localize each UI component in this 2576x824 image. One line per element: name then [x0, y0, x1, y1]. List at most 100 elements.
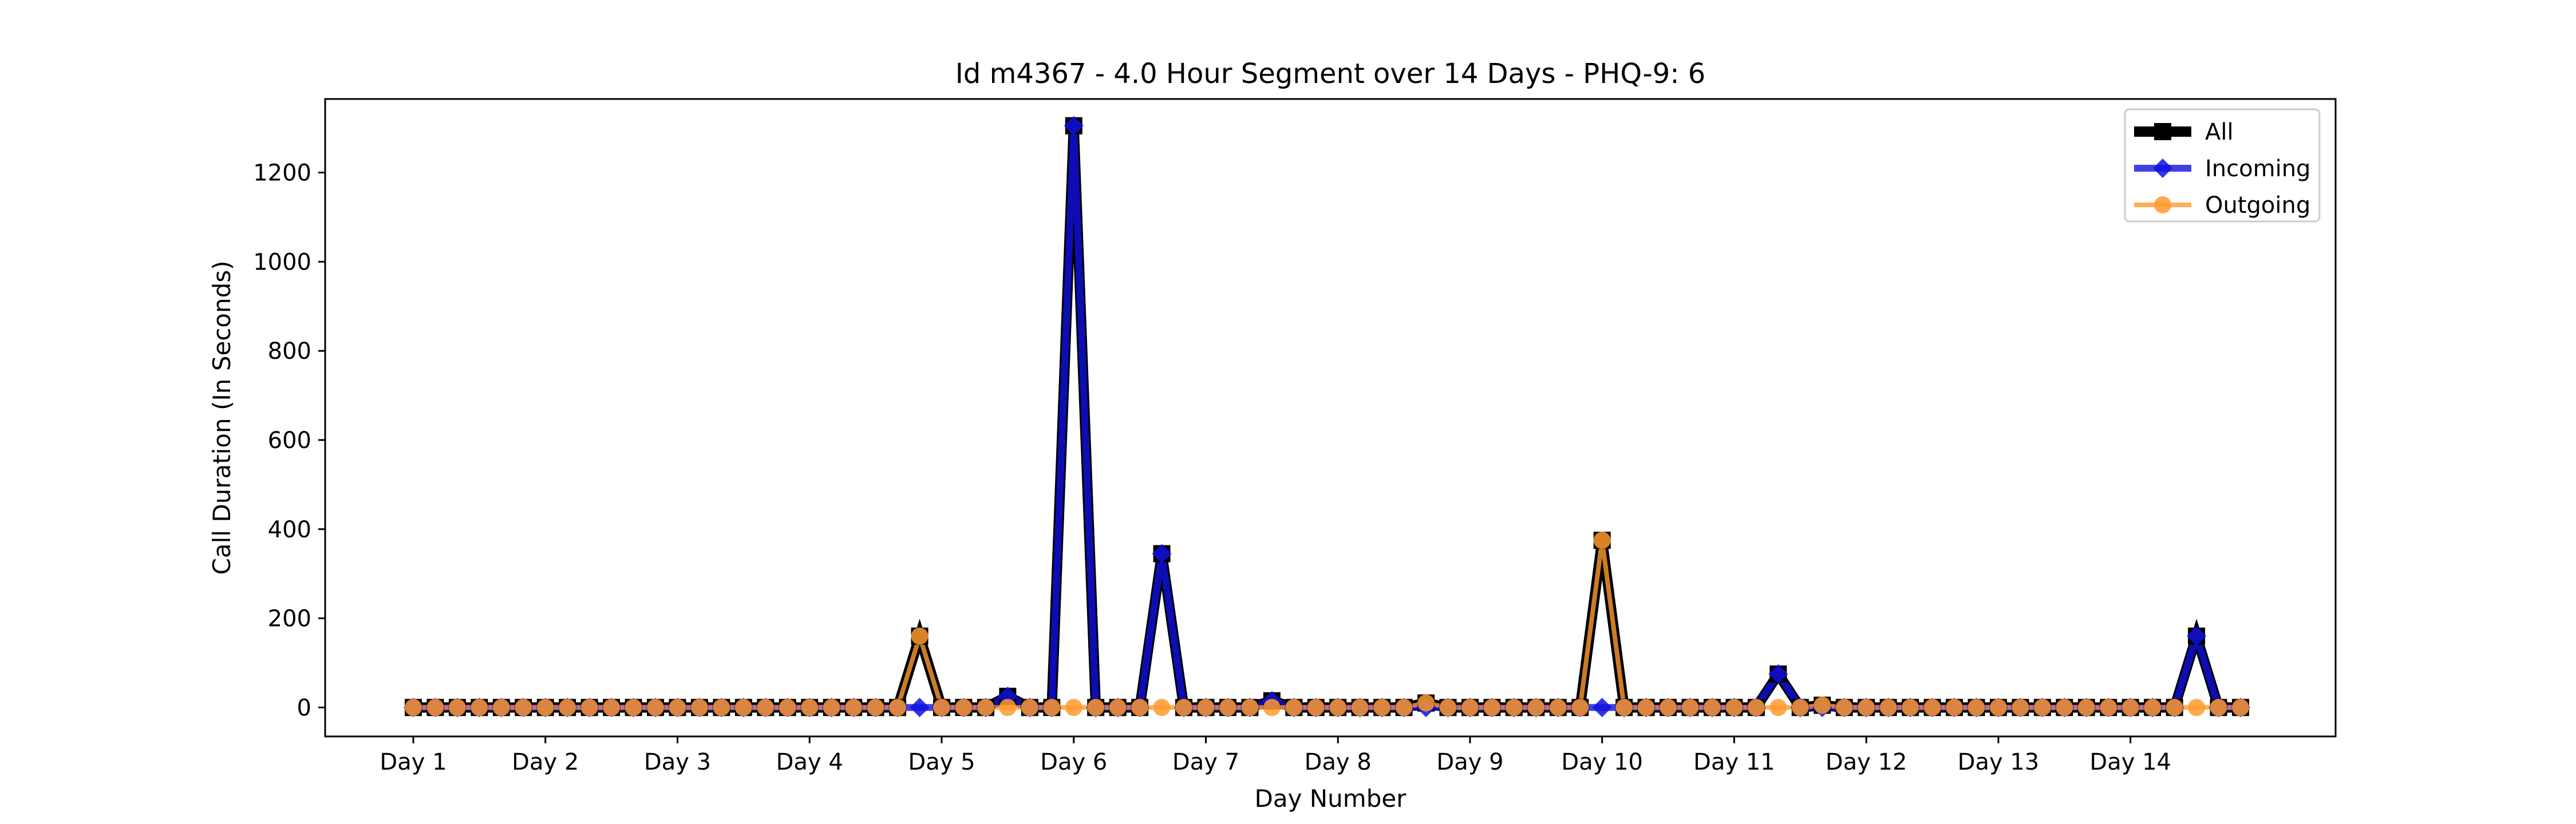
- data-point-outgoing: [1417, 694, 1435, 712]
- legend-label-all: All: [2205, 119, 2234, 145]
- data-point-outgoing: [2033, 699, 2051, 716]
- legend-box: [2124, 108, 2321, 223]
- data-point-outgoing: [559, 699, 576, 716]
- x-tick-label: Day 1: [380, 749, 447, 775]
- data-point-outgoing: [955, 699, 973, 716]
- y-tick-label: 400: [268, 517, 311, 543]
- data-point-outgoing: [2012, 699, 2029, 716]
- data-point-outgoing: [801, 699, 819, 716]
- x-axis: Day 1 Day 2 Day 3 Day 4 Day 5 Day 6 Day 7 Day 8…: [380, 736, 2171, 775]
- data-point-outgoing: [1923, 699, 1941, 716]
- data-point-outgoing: [515, 699, 532, 716]
- data-point-outgoing: [757, 699, 775, 716]
- x-tick-label: Day 9: [1436, 749, 1503, 775]
- legend: All Incoming Outgoing: [2124, 108, 2321, 223]
- data-point-outgoing: [1791, 699, 1809, 716]
- data-point-outgoing: [647, 699, 665, 716]
- data-point-outgoing: [823, 699, 840, 716]
- series-markers: [404, 116, 2250, 718]
- data-point-outgoing: [1021, 699, 1038, 716]
- legend-marker-outgoing: [2154, 196, 2171, 213]
- data-point-outgoing: [1527, 699, 1545, 716]
- data-point-outgoing: [2166, 699, 2183, 716]
- data-point-outgoing: [1681, 699, 1699, 716]
- data-point-outgoing: [1593, 532, 1611, 549]
- legend-marker-incoming: [2153, 159, 2172, 178]
- data-point-outgoing: [1814, 696, 1831, 714]
- data-point-outgoing: [2232, 699, 2249, 716]
- data-point-outgoing: [690, 699, 708, 716]
- data-point-outgoing: [1043, 699, 1061, 716]
- legend-marker-all: [2154, 123, 2171, 140]
- data-point-outgoing: [845, 699, 863, 716]
- data-point-outgoing: [1285, 699, 1303, 716]
- data-point-outgoing: [448, 699, 466, 716]
- data-point-outgoing: [1637, 699, 1655, 716]
- x-tick-label: Day 6: [1040, 749, 1107, 775]
- data-point-outgoing: [1483, 699, 1501, 716]
- data-point-outgoing: [2121, 699, 2139, 716]
- data-point-outgoing: [1175, 699, 1193, 716]
- y-tick-label: 1200: [253, 160, 311, 187]
- data-point-outgoing: [1351, 699, 1369, 716]
- data-point-outgoing: [1967, 699, 1985, 716]
- data-point-outgoing: [1835, 699, 1853, 716]
- data-point-outgoing: [1571, 699, 1589, 716]
- data-point-incoming: [910, 698, 930, 718]
- data-point-outgoing: [2056, 699, 2073, 716]
- x-axis-label: Day Number: [1254, 785, 1406, 813]
- x-tick-label: Day 12: [1826, 749, 1907, 775]
- data-point-outgoing: [471, 699, 488, 716]
- data-point-outgoing: [1879, 699, 1897, 716]
- x-tick-label: Day 8: [1305, 749, 1372, 775]
- data-point-outgoing: [1505, 699, 1523, 716]
- data-point-outgoing: [713, 699, 730, 716]
- data-point-outgoing: [999, 699, 1017, 716]
- x-tick-label: Day 2: [512, 749, 579, 775]
- x-tick-label: Day 14: [2089, 749, 2171, 775]
- y-axis: 0 200 400 600 800 1000 1200: [253, 160, 325, 721]
- data-point-outgoing: [911, 627, 929, 645]
- data-point-outgoing: [1439, 699, 1457, 716]
- x-tick-label: Day 4: [776, 749, 843, 775]
- y-tick-label: 800: [268, 338, 311, 365]
- data-point-outgoing: [2144, 699, 2162, 716]
- data-point-outgoing: [1087, 699, 1105, 716]
- data-point-outgoing: [1858, 699, 1875, 716]
- y-axis-label: Call Duration (In Seconds): [208, 260, 236, 575]
- x-tick-label: Day 11: [1693, 749, 1775, 775]
- data-point-outgoing: [426, 699, 444, 716]
- x-tick-label: Day 5: [908, 749, 975, 775]
- data-point-outgoing: [734, 699, 752, 716]
- data-point-outgoing: [779, 699, 796, 716]
- chart-title: Id m4367 - 4.0 Hour Segment over 14 Days…: [955, 58, 1706, 90]
- data-point-outgoing: [1946, 699, 1963, 716]
- data-point-outgoing: [1395, 699, 1413, 716]
- data-point-outgoing: [1263, 699, 1281, 716]
- data-point-outgoing: [1461, 699, 1479, 716]
- data-point-incoming: [1064, 116, 1084, 136]
- data-point-outgoing: [977, 699, 994, 716]
- data-point-outgoing: [536, 699, 554, 716]
- data-point-outgoing: [1307, 699, 1325, 716]
- data-point-outgoing: [1902, 699, 1919, 716]
- data-point-incoming: [1768, 664, 1788, 684]
- data-point-outgoing: [625, 699, 642, 716]
- data-point-incoming: [1152, 544, 1172, 564]
- data-point-outgoing: [889, 699, 907, 716]
- data-point-outgoing: [1989, 699, 2007, 716]
- x-tick-label: Day 10: [1561, 749, 1643, 775]
- y-tick-label: 600: [268, 427, 311, 454]
- data-point-outgoing: [405, 699, 422, 716]
- data-point-outgoing: [933, 699, 950, 716]
- data-point-outgoing: [1131, 699, 1149, 716]
- x-tick-label: Day 7: [1172, 749, 1239, 775]
- data-point-outgoing: [1219, 699, 1236, 716]
- data-point-outgoing: [1065, 699, 1082, 716]
- data-point-incoming: [1592, 698, 1612, 718]
- data-point-outgoing: [1725, 699, 1743, 716]
- data-point-outgoing: [580, 699, 598, 716]
- data-point-outgoing: [603, 699, 621, 716]
- data-point-outgoing: [669, 699, 686, 716]
